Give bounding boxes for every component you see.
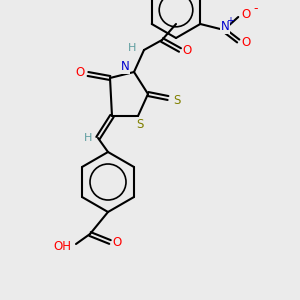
Text: O: O <box>182 44 192 56</box>
Text: H: H <box>128 43 136 53</box>
Text: O: O <box>242 37 251 50</box>
Text: N: N <box>121 61 129 74</box>
Text: S: S <box>136 118 144 130</box>
Text: +: + <box>226 16 234 26</box>
Text: O: O <box>242 8 251 22</box>
Text: -: - <box>253 2 257 16</box>
Text: O: O <box>75 65 85 79</box>
Text: H: H <box>84 133 92 143</box>
Text: OH: OH <box>53 241 71 254</box>
Text: O: O <box>112 236 122 248</box>
Text: S: S <box>173 94 181 106</box>
Text: N: N <box>221 20 230 34</box>
